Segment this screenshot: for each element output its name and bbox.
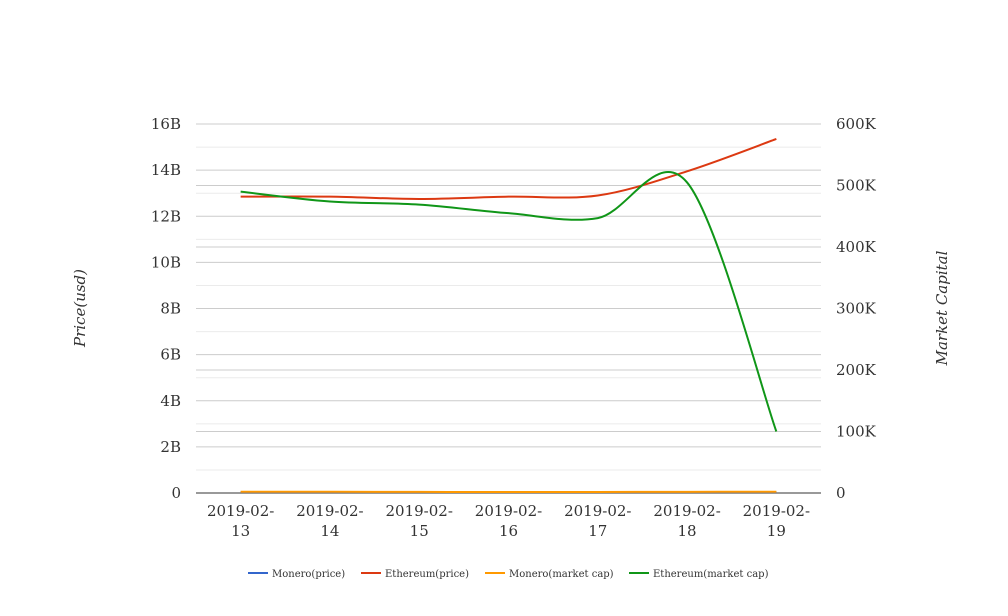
series-lines bbox=[240, 138, 778, 494]
x-axis-tick-labels: 2019-02-13 2019-02-14 2019-02-15 2019-02-16… bbox=[207, 502, 810, 540]
y-left-tick-label: 2B bbox=[160, 438, 181, 456]
y-right-tick-label: 500K bbox=[836, 177, 877, 195]
y-left-tick-label: 0 bbox=[171, 484, 181, 502]
y-right-tick-label: 300K bbox=[836, 300, 877, 318]
legend-item[interactable]: Ethereum(price) bbox=[361, 569, 469, 580]
legend[interactable]: Monero(price) Ethereum(price) Monero(marke… bbox=[248, 569, 769, 580]
left-axis-tick-labels: 0 2B 4B 6B 8B 10B 12B 14B 16B bbox=[151, 115, 181, 502]
legend-label: Monero(price) bbox=[272, 569, 345, 580]
y-left-tick-label: 10B bbox=[151, 253, 181, 271]
legend-item[interactable]: Monero(market cap) bbox=[485, 569, 614, 580]
y-left-tick-label: 8B bbox=[160, 300, 181, 318]
x-tick-label: 2019-02-14 bbox=[296, 502, 363, 540]
legend-item[interactable]: Ethereum(market cap) bbox=[629, 569, 769, 580]
y-right-tick-label: 600K bbox=[836, 115, 877, 133]
major-gridlines bbox=[196, 123, 821, 448]
y-left-tick-label: 14B bbox=[151, 161, 181, 179]
minor-gridlines bbox=[196, 146, 821, 471]
x-tick-label: 2019-02-13 bbox=[207, 502, 274, 540]
y-right-tick-label: 100K bbox=[836, 423, 877, 441]
legend-item[interactable]: Monero(price) bbox=[248, 569, 345, 580]
y-left-tick-label: 4B bbox=[160, 392, 181, 410]
legend-label: Ethereum(market cap) bbox=[653, 569, 769, 580]
right-axis-tick-labels: 0 100K 200K 300K 400K 500K 600K bbox=[836, 115, 877, 502]
x-tick-label: 2019-02-18 bbox=[653, 502, 720, 540]
legend-label: Ethereum(price) bbox=[385, 569, 469, 580]
x-tick-label: 2019-02-17 bbox=[564, 502, 631, 540]
x-tick-label: 2019-02-15 bbox=[386, 502, 453, 540]
y-left-tick-label: 12B bbox=[151, 207, 181, 225]
legend-label: Monero(market cap) bbox=[509, 569, 614, 580]
y-right-axis-title: Market Capital bbox=[933, 250, 951, 366]
y-left-tick-label: 16B bbox=[151, 115, 181, 133]
series-line-ethereum-price bbox=[240, 138, 777, 200]
y-left-axis-title: Price(usd) bbox=[71, 269, 89, 348]
series-line-ethereum-market-cap bbox=[240, 171, 778, 432]
y-right-tick-label: 200K bbox=[836, 361, 877, 379]
y-right-tick-label: 400K bbox=[836, 238, 877, 256]
y-right-tick-label: 0 bbox=[836, 484, 846, 502]
x-tick-label: 2019-02-16 bbox=[475, 502, 542, 540]
x-tick-label: 2019-02-19 bbox=[743, 502, 810, 540]
y-left-tick-label: 6B bbox=[160, 346, 181, 364]
